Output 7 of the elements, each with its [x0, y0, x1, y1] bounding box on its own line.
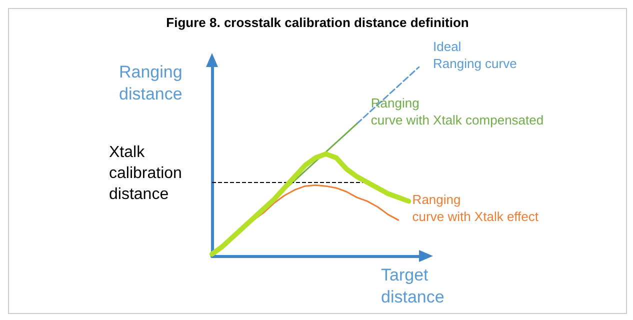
- x-axis-title: Target distance: [381, 266, 444, 306]
- ref-line-label: Xtalk calibration distance: [109, 144, 182, 203]
- series-label: Ideal Ranging curve: [433, 39, 517, 71]
- chart-title: Figure 8. crosstalk calibration distance definition: [166, 15, 469, 30]
- series-label: Ranging curve with Xtalk effect: [412, 192, 539, 224]
- series-label: Ranging curve with Xtalk compensated: [370, 96, 544, 128]
- y-axis-title: Ranging distance: [119, 62, 182, 104]
